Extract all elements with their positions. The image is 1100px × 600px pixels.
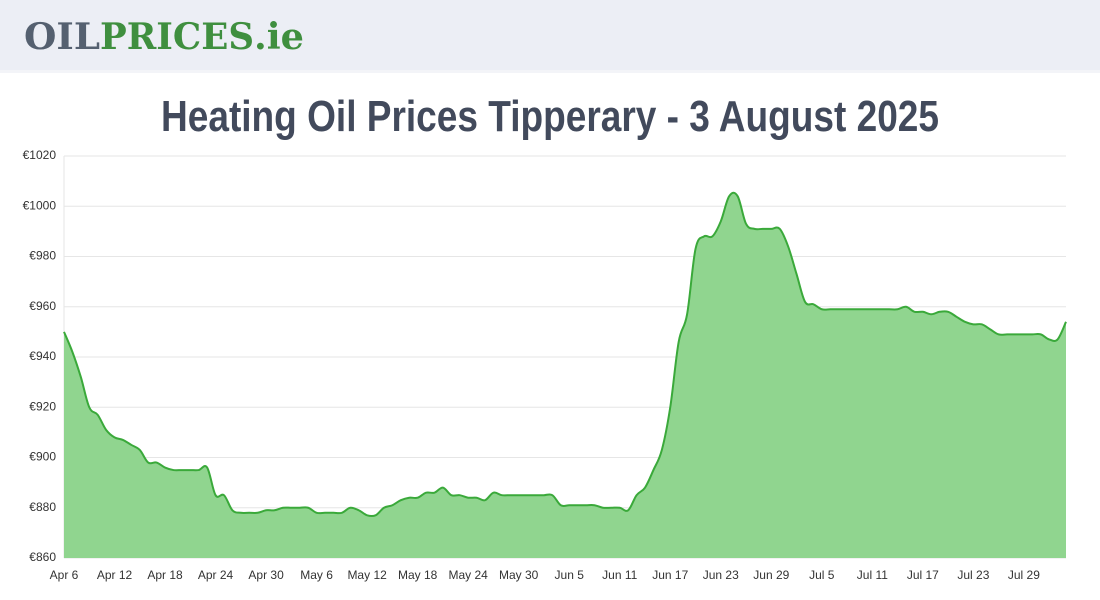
logo-prices: PRICES xyxy=(100,16,254,58)
x-tick-label: Jun 5 xyxy=(555,568,585,582)
x-tick-label: Apr 18 xyxy=(147,568,183,582)
y-tick-label: €1020 xyxy=(23,148,57,162)
x-tick-label: Jul 29 xyxy=(1008,568,1040,582)
y-tick-label: €900 xyxy=(29,450,56,464)
x-tick-label: Apr 6 xyxy=(50,568,79,582)
x-tick-label: Jul 17 xyxy=(907,568,939,582)
header-shadow xyxy=(0,70,1100,73)
x-tick-label: Apr 30 xyxy=(248,568,284,582)
x-tick-label: May 18 xyxy=(398,568,438,582)
logo[interactable]: OIL PRICES .ie xyxy=(24,16,304,58)
chart-title: Heating Oil Prices Tipperary - 3 August … xyxy=(161,92,939,141)
y-tick-label: €920 xyxy=(29,399,56,413)
x-tick-label: Jun 29 xyxy=(753,568,789,582)
header-bar xyxy=(0,0,1100,70)
x-tick-label: Jul 23 xyxy=(957,568,989,582)
y-tick-label: €940 xyxy=(29,349,56,363)
x-tick-label: Jul 5 xyxy=(809,568,835,582)
line xyxy=(63,191,1067,518)
logo-oil: OIL xyxy=(24,16,100,58)
y-tick-label: €960 xyxy=(29,299,56,313)
x-tick-label: Jun 17 xyxy=(652,568,688,582)
y-tick-label: €1000 xyxy=(23,198,57,212)
x-tick-label: May 6 xyxy=(300,568,333,582)
y-tick-label: €980 xyxy=(29,249,56,263)
x-tick-label: Jun 23 xyxy=(703,568,739,582)
x-tick-label: Jul 11 xyxy=(857,568,888,582)
chart: €860 €880 €900 €920 €940 €960 €980 €1000 €1020 Ap… xyxy=(23,148,1067,582)
x-tick-label: Apr 12 xyxy=(97,568,133,582)
x-tick-label: Jun 11 xyxy=(602,568,637,582)
area xyxy=(64,192,1066,558)
y-tick-label: €880 xyxy=(29,500,56,514)
x-tick-label: Apr 24 xyxy=(198,568,234,582)
logo-tld: .ie xyxy=(254,16,304,58)
x-tick-label: May 24 xyxy=(448,568,488,582)
x-tick-label: May 30 xyxy=(499,568,539,582)
x-tick-label: May 12 xyxy=(347,568,387,582)
y-tick-label: €860 xyxy=(29,550,56,564)
